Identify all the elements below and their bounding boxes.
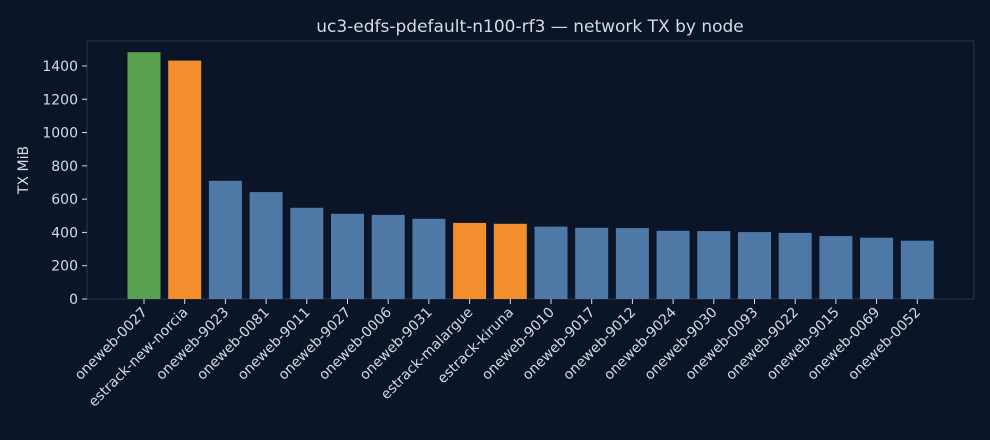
y-axis-label: TX MiB — [16, 146, 32, 195]
y-axis: 0 200 400 600 800 1000 1200 1400 — [42, 59, 87, 308]
bar-oneweb-9031 — [412, 218, 446, 299]
x-tick-label: oneweb-9022 — [723, 305, 802, 384]
x-tick-label: oneweb-9030 — [642, 305, 721, 384]
y-tick-label: 1400 — [42, 59, 78, 75]
bar-oneweb-0081 — [249, 192, 283, 299]
y-tick-label: 1000 — [42, 126, 78, 142]
chart-title: uc3-edfs-pdefault-n100-rf3 — network TX … — [316, 17, 744, 37]
x-tick-label: oneweb-9011 — [235, 305, 314, 384]
bar-oneweb-9024 — [656, 230, 690, 299]
x-tick-label: oneweb-9010 — [479, 305, 558, 384]
x-tick-label: oneweb-0069 — [804, 305, 883, 384]
x-axis: oneweb-0027estrack-new-norciaoneweb-9023… — [72, 299, 924, 410]
bar-oneweb-9030 — [697, 231, 731, 299]
bars-group — [127, 52, 934, 300]
bar-estrack-malargue — [453, 222, 487, 299]
bar-oneweb-9022 — [778, 232, 812, 299]
bar-oneweb-0069 — [860, 237, 894, 299]
bar-oneweb-0027 — [127, 52, 161, 300]
bar-oneweb-0052 — [900, 240, 934, 299]
bar-oneweb-0093 — [738, 232, 771, 299]
x-tick-label: oneweb-0081 — [194, 305, 273, 384]
bar-estrack-kiruna — [493, 223, 527, 299]
x-tick-label: oneweb-0006 — [316, 304, 395, 383]
y-tick-label: 400 — [51, 225, 78, 241]
y-tick-label: 600 — [51, 192, 78, 208]
y-tick-label: 1200 — [42, 92, 78, 108]
bar-oneweb-9023 — [208, 180, 242, 299]
y-tick-label: 200 — [51, 259, 78, 275]
y-tick-label: 0 — [69, 292, 78, 308]
bar-estrack-new-norcia — [168, 60, 202, 299]
bar-oneweb-9011 — [290, 207, 324, 299]
x-tick-label: oneweb-0027 — [72, 305, 151, 384]
bar-oneweb-9010 — [534, 226, 568, 299]
bar-oneweb-0006 — [371, 214, 405, 299]
plot-frame — [86, 40, 975, 300]
x-tick-label: oneweb-0052 — [845, 305, 924, 384]
x-tick-label: oneweb-9031 — [357, 305, 436, 384]
bar-oneweb-9012 — [615, 228, 649, 299]
x-tick-label: oneweb-9015 — [764, 305, 843, 384]
x-tick-label: oneweb-9023 — [153, 305, 232, 384]
bar-oneweb-9015 — [819, 236, 853, 299]
x-tick-label: oneweb-9017 — [520, 305, 599, 384]
bar-oneweb-9017 — [575, 227, 609, 299]
x-tick-label: oneweb-9024 — [601, 304, 680, 383]
x-tick-label: oneweb-9027 — [275, 305, 354, 384]
x-tick-label: oneweb-9012 — [560, 305, 639, 384]
bar-oneweb-9027 — [331, 213, 364, 299]
y-tick-label: 800 — [51, 159, 78, 175]
x-tick-label: oneweb-0093 — [682, 305, 761, 384]
